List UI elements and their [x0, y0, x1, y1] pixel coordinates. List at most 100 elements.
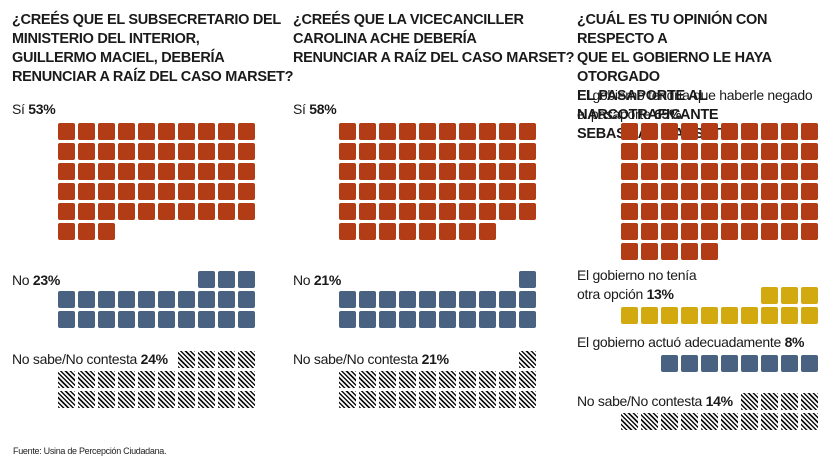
waffle-cell — [419, 291, 436, 308]
waffle-cell — [661, 143, 678, 160]
waffle-cell — [781, 163, 798, 180]
waffle-cell — [218, 291, 235, 308]
waffle-cell — [781, 183, 798, 200]
category-name: el pasaporte — [577, 106, 651, 122]
waffle-cell — [801, 393, 818, 410]
waffle-cell — [459, 123, 476, 140]
waffle-cell — [178, 183, 195, 200]
waffle-cell — [439, 183, 456, 200]
waffle-cell — [721, 123, 738, 140]
waffle-cell — [118, 391, 135, 408]
waffle-cell — [621, 307, 638, 324]
waffle-cell — [98, 391, 115, 408]
category-name: El gobierno actuó adecuadamente — [577, 334, 781, 350]
waffle-cell — [661, 163, 678, 180]
legend-label-si: Sí 53% — [12, 100, 56, 119]
legend-label-sin-opcion: El gobierno no tenía otra opción 13% — [577, 266, 697, 304]
waffle-cell — [721, 223, 738, 240]
waffle-cell — [519, 163, 536, 180]
waffle-cell — [78, 143, 95, 160]
waffle-cell — [621, 183, 638, 200]
waffle-cell — [761, 355, 778, 372]
waffle-cell — [98, 183, 115, 200]
waffle-cell — [218, 391, 235, 408]
waffle-cell — [98, 163, 115, 180]
waffle-cell — [439, 223, 456, 240]
waffle-cell — [198, 123, 215, 140]
waffle-cell — [781, 307, 798, 324]
waffle-cell — [198, 351, 215, 368]
waffle-cell — [118, 123, 135, 140]
waffle-cell — [238, 371, 255, 388]
waffle-cell — [519, 391, 536, 408]
waffle-cell — [801, 307, 818, 324]
waffle-cell — [118, 291, 135, 308]
waffle-cell — [238, 183, 255, 200]
waffle-cell — [661, 355, 678, 372]
waffle-cell — [359, 163, 376, 180]
waffle-cell — [801, 183, 818, 200]
legend-label-no: No 23% — [12, 271, 60, 290]
waffle-cell — [218, 163, 235, 180]
waffle-cell — [339, 123, 356, 140]
waffle-cell — [238, 143, 255, 160]
waffle-cell — [519, 371, 536, 388]
waffle-cell — [359, 123, 376, 140]
waffle-cell — [641, 203, 658, 220]
waffle-cell — [178, 291, 195, 308]
waffle-cell — [781, 287, 798, 304]
waffle-cell — [681, 143, 698, 160]
category-value: 21% — [313, 272, 342, 288]
waffle-cell — [801, 203, 818, 220]
waffle-cell — [701, 307, 718, 324]
waffle-cell — [721, 183, 738, 200]
waffle-cell — [339, 291, 356, 308]
waffle-cell — [801, 413, 818, 430]
waffle-cell — [721, 143, 738, 160]
legend-label-nsnc: No sabe/No contesta 24% — [12, 350, 168, 369]
waffle-cell — [701, 413, 718, 430]
waffle-cell — [661, 203, 678, 220]
waffle-cell — [519, 203, 536, 220]
waffle-cell — [58, 223, 75, 240]
waffle-cell — [621, 143, 638, 160]
waffle-cell — [479, 223, 496, 240]
waffle-cell — [761, 183, 778, 200]
waffle-cell — [218, 371, 235, 388]
waffle-cell — [761, 203, 778, 220]
waffle-cell — [701, 203, 718, 220]
legend-label-adecuado: El gobierno actuó adecuadamente 8% — [577, 333, 804, 352]
waffle-cell — [399, 183, 416, 200]
waffle-cell — [158, 203, 175, 220]
waffle-cell — [781, 203, 798, 220]
waffle-cell — [781, 143, 798, 160]
waffle-cell — [359, 391, 376, 408]
waffle-cell — [118, 371, 135, 388]
waffle-cell — [78, 203, 95, 220]
waffle-cell — [138, 291, 155, 308]
waffle-cell — [801, 223, 818, 240]
waffle-cell — [621, 243, 638, 260]
waffle-cell — [419, 123, 436, 140]
waffle-cell — [238, 311, 255, 328]
waffle-cell — [761, 123, 778, 140]
waffle-cell — [459, 143, 476, 160]
waffle-cell — [621, 123, 638, 140]
waffle-cell — [761, 223, 778, 240]
waffle-cell — [379, 123, 396, 140]
waffle-cell — [138, 163, 155, 180]
waffle-cell — [499, 143, 516, 160]
waffle-cell — [419, 163, 436, 180]
waffle-cell — [238, 163, 255, 180]
waffle-cell — [238, 291, 255, 308]
waffle-cell — [379, 203, 396, 220]
waffle-cell — [218, 183, 235, 200]
category-value: 21% — [421, 351, 449, 367]
waffle-cell — [399, 203, 416, 220]
waffle-cell — [459, 163, 476, 180]
waffle-cell — [379, 391, 396, 408]
waffle-cell — [218, 123, 235, 140]
waffle-cell — [339, 311, 356, 328]
waffle-cell — [339, 371, 356, 388]
waffle-cell — [198, 291, 215, 308]
